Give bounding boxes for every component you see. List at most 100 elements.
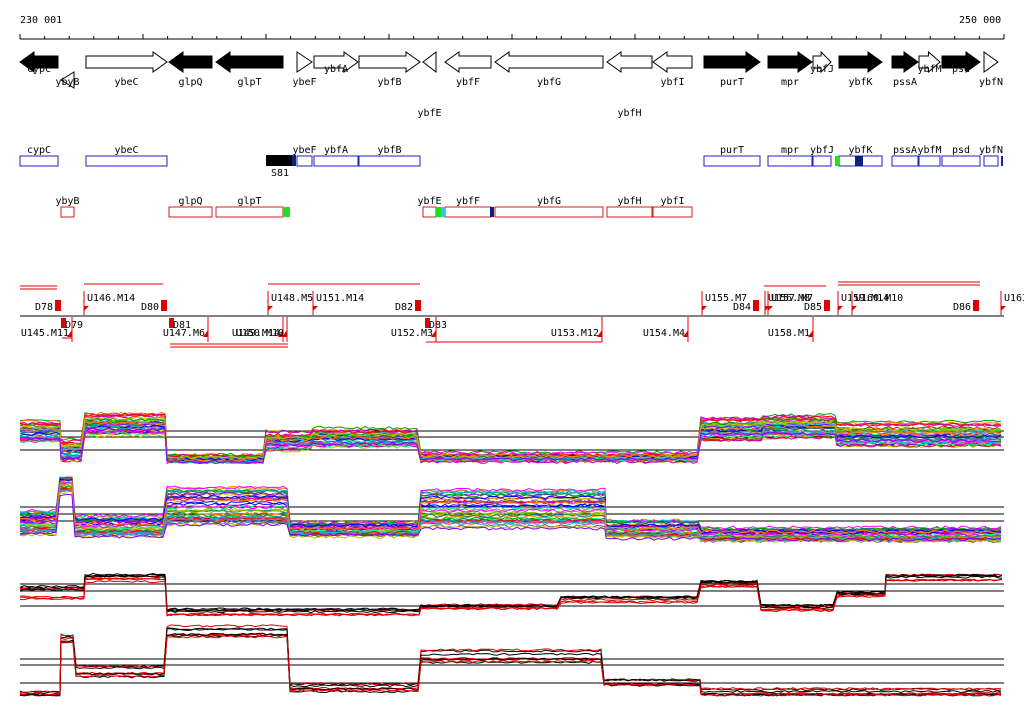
gene-label: psd (952, 64, 970, 75)
gene-label: ybeF (292, 77, 316, 88)
marker-label: U154.M4 (643, 328, 685, 339)
marker-block (61, 318, 66, 328)
gene-arrow (168, 51, 213, 73)
annotation-label: pssA (893, 145, 917, 156)
marker-u148-m5[interactable]: U148.M5 (267, 291, 313, 315)
reverse-box-glpq[interactable]: glpQ (168, 196, 213, 218)
annotation-box (918, 155, 941, 167)
forward-box-ybfj[interactable]: ybfJ (810, 145, 834, 167)
gene-ybfm[interactable]: ybfM (917, 50, 942, 75)
gene-label: ybfI (660, 77, 684, 88)
marker-d86[interactable]: D86 (953, 300, 979, 313)
forward-box-ybec[interactable]: ybeC (85, 145, 168, 167)
marker-d79[interactable]: D79 (61, 318, 83, 331)
annotation-label: ybfG (537, 196, 561, 207)
gene-label: ybfM (917, 64, 941, 75)
feature-block (266, 155, 296, 166)
gene-arrow (494, 51, 604, 73)
annotation-label: ybfA (324, 145, 348, 156)
gene-purt[interactable]: purT (703, 51, 761, 88)
marker-block (973, 300, 979, 311)
forward-box-psd[interactable]: psd (941, 145, 981, 167)
gene-ybfa[interactable]: ybfA (313, 51, 359, 75)
marker-u146-m14[interactable]: U146.M14 (83, 291, 135, 315)
marker-u159-m14[interactable]: U159.M14 (837, 291, 889, 315)
marker-u147-m6[interactable]: U147.M6 (163, 317, 209, 342)
gene-ybyb[interactable]: ybyB (55, 71, 80, 89)
forward-box-ybfa[interactable]: ybfA (313, 145, 359, 167)
annotation-box (494, 206, 604, 218)
reverse-box-ybfh[interactable]: ybfH (606, 196, 653, 218)
marker-u158-m1[interactable]: U158.M1 (768, 317, 814, 342)
expression-trace (19, 427, 1002, 464)
marker-flag (203, 330, 208, 337)
marker-label: U159.M14 (841, 293, 889, 304)
marker-u160-m10[interactable]: U160.M10 (851, 291, 903, 315)
gene-label: ybfE (417, 108, 441, 119)
gene-ybfb[interactable]: ybfB (358, 51, 421, 88)
marker-u155-m7[interactable]: U155.M7 (701, 291, 747, 315)
marker-u157-m7[interactable]: U157.M7 (767, 291, 813, 315)
gene-psd[interactable]: psd (941, 51, 981, 75)
marker-u151-m14[interactable]: U151.M14 (312, 291, 364, 315)
gene-ybec[interactable]: ybeC (85, 51, 168, 88)
reverse-box-ybyb[interactable]: ybyB (55, 196, 80, 218)
gene-ybfk[interactable]: ybfK (838, 51, 883, 88)
gene-arrow (215, 51, 284, 73)
reverse-box-glpt[interactable]: glpT (215, 196, 284, 218)
gene-ybfh[interactable]: ybfH (606, 51, 653, 119)
annotation-label: ybfM (917, 145, 941, 156)
gene-ybfi[interactable]: ybfI (652, 51, 693, 88)
marker-label: U155.M7 (705, 293, 747, 304)
forward-box-cypc[interactable]: cypC (19, 145, 59, 167)
forward-box-purt[interactable]: purT (703, 145, 761, 167)
gene-mpr[interactable]: mpr (767, 51, 813, 88)
reverse-box-ybfg[interactable]: ybfG (494, 196, 604, 218)
marker-d80[interactable]: D80 (141, 300, 167, 313)
gene-ybfe[interactable]: ybfE (417, 50, 442, 119)
reverse-box-ybfi[interactable]: ybfI (652, 196, 693, 218)
marker-d84[interactable]: D84 (733, 300, 759, 313)
marker-d85[interactable]: D85 (804, 300, 830, 313)
gene-label: ybyB (55, 77, 79, 88)
annotation-label: glpT (237, 196, 261, 207)
gene-ybfj[interactable]: ybfJ (810, 50, 834, 75)
marker-d81[interactable]: D81 (169, 318, 191, 331)
marker-u149-m14[interactable]: U149.M14 (232, 317, 284, 342)
gene-arrow (703, 51, 761, 73)
gene-glpq[interactable]: glpQ (168, 51, 213, 88)
gene-cypc[interactable]: cypC (19, 51, 59, 75)
marker-d78[interactable]: D78 (35, 300, 61, 313)
forward-box-ybfb[interactable]: ybfB (358, 145, 421, 167)
gene-label: ybfA (324, 64, 348, 75)
marker-flag (768, 306, 773, 311)
marker-u145-m11[interactable]: U145.M11 (21, 317, 73, 342)
forward-box-mpr[interactable]: mpr (767, 145, 813, 167)
forward-box-ybef[interactable]: ybeF (292, 145, 317, 167)
marker-flag (431, 330, 436, 337)
forward-box-ybfn[interactable]: ybfN (979, 145, 1003, 167)
annotation-box (215, 206, 284, 218)
gene-glpt[interactable]: glpT (215, 51, 284, 88)
marker-flag (84, 306, 89, 311)
forward-box-ybfm[interactable]: ybfM (917, 145, 942, 167)
marker-u153-m12[interactable]: U153.M12 (551, 317, 603, 342)
gene-ybfg[interactable]: ybfG (494, 51, 604, 88)
marker-u152-m3[interactable]: U152.M3 (391, 317, 437, 342)
marker-u163[interactable]: U163 (1000, 291, 1024, 315)
reverse-box-ybff[interactable]: ybfF (444, 196, 492, 218)
gene-pssa[interactable]: pssA (891, 51, 919, 88)
marker-u150-m10[interactable]: U150.M10 (236, 317, 288, 342)
gene-ybfn[interactable]: ybfN (979, 51, 1003, 88)
marker-d82[interactable]: D82 (395, 300, 421, 313)
gene-ybef[interactable]: ybeF (292, 51, 317, 88)
highlight-mark (283, 207, 290, 217)
marker-flag (313, 306, 318, 311)
marker-u154-m4[interactable]: U154.M4 (643, 317, 689, 342)
marker-d83[interactable]: D83 (425, 318, 447, 331)
forward-box-pssa[interactable]: pssA (891, 145, 919, 167)
gene-ybff[interactable]: ybfF (444, 51, 492, 88)
annotation-box (652, 206, 693, 218)
expression-trace (19, 417, 1002, 459)
feature-s81[interactable]: S81 (266, 155, 296, 179)
